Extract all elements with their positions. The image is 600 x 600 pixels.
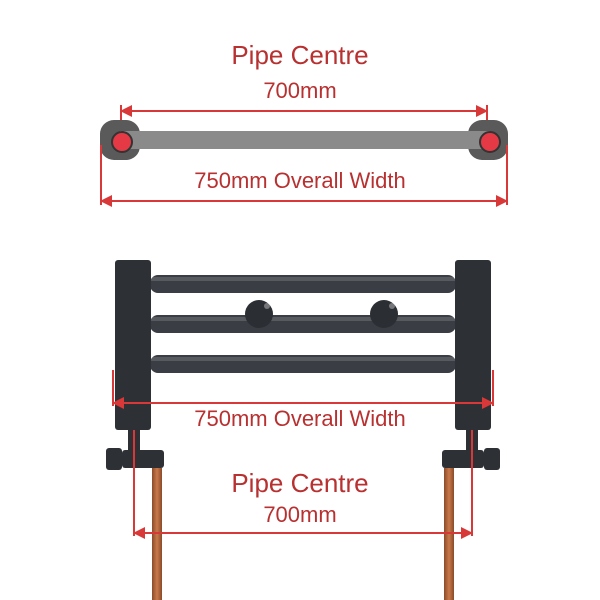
arrow	[100, 195, 112, 207]
mount-knob	[370, 300, 398, 328]
top-overall-dim-line	[100, 200, 508, 202]
arrow	[461, 527, 473, 539]
valve-left-knob	[106, 448, 122, 470]
diagram-canvas: Pipe Centre 700mm 750mm Overall Width 75…	[0, 0, 600, 600]
top-centre-dim-line	[120, 110, 488, 112]
top-overall-value: 750mm Overall Width	[0, 168, 600, 194]
rung	[150, 275, 456, 293]
rung	[150, 315, 456, 333]
top-hole-right	[479, 131, 501, 153]
arrow	[133, 527, 145, 539]
bottom-title: Pipe Centre	[0, 468, 600, 499]
arrow	[496, 195, 508, 207]
bottom-overall-dim-line	[112, 402, 494, 404]
top-centre-value: 700mm	[0, 78, 600, 104]
top-hole-left	[111, 131, 133, 153]
valve-right-knob	[484, 448, 500, 470]
mount-knob	[245, 300, 273, 328]
bottom-overall-value: 750mm Overall Width	[0, 406, 600, 432]
valve-right-body	[442, 450, 484, 468]
top-bar	[120, 131, 490, 149]
rung	[150, 355, 456, 373]
bottom-centre-value: 700mm	[0, 502, 600, 528]
valve-left-body	[122, 450, 164, 468]
top-title: Pipe Centre	[0, 40, 600, 71]
bottom-centre-dim-line	[133, 532, 473, 534]
